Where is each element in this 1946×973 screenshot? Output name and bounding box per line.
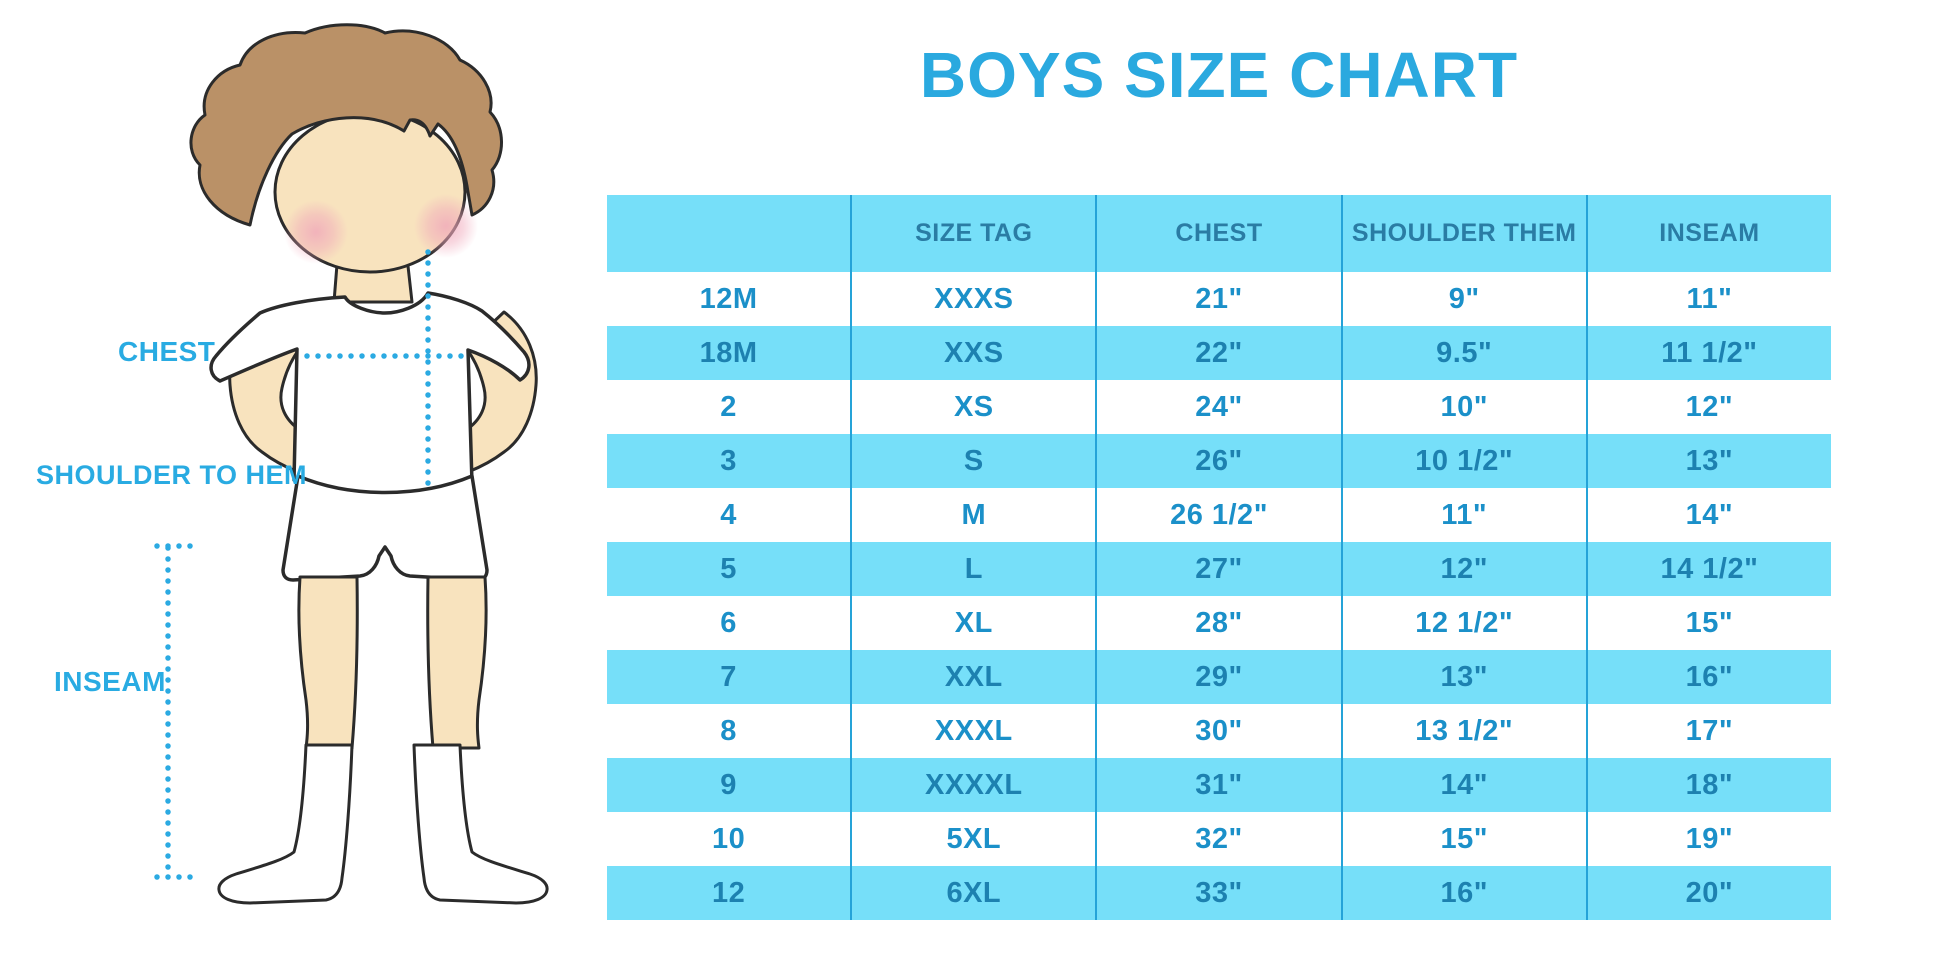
table-cell: 13" (1685, 444, 1734, 477)
table-cell: 12 1/2" (1343, 596, 1588, 650)
table-cell: 31" (1097, 758, 1343, 812)
table-row: 18M XXS 22" 9.5" 11 1/2" (607, 326, 1831, 380)
table-cell: 15" (1685, 606, 1734, 639)
chest-label: CHEST (118, 336, 216, 367)
table-cell: 22" (1097, 326, 1343, 380)
table-cell: 12M (607, 272, 853, 326)
page-title: BOYS SIZE CHART (919, 39, 1519, 111)
hair (189, 23, 503, 227)
table-cell: 15" (1343, 812, 1588, 866)
table-row: 9 XXXXL 31" 14" 18" (607, 758, 1831, 812)
header-cell-inseam: INSEAM (1659, 219, 1760, 247)
table-cell: L (852, 542, 1098, 596)
table-cell: 26" (1097, 434, 1343, 488)
table-cell: 11 1/2" (1661, 336, 1758, 369)
table-cell: 20" (1685, 876, 1734, 909)
table-row: 8 XXXL 30" 13 1/2" 17" (607, 704, 1831, 758)
table-cell: 33" (1097, 866, 1343, 920)
table-cell: 14 1/2" (1660, 552, 1759, 585)
table-cell: 11" (1343, 488, 1588, 542)
table-cell: XXS (852, 326, 1098, 380)
table-row: 12M XXXS 21" 9" 11" (607, 272, 1831, 326)
table-cell: 32" (1097, 812, 1343, 866)
table-cell: 12" (1685, 390, 1734, 423)
table-row: 10 5XL 32" 15" 19" (607, 812, 1831, 866)
table-cell: 5 (607, 542, 853, 596)
table-cell: 9 (607, 758, 853, 812)
table-body: 12M XXXS 21" 9" 11" 18M XXS 22" 9.5" 11 1/2" 2 XS 24… (607, 272, 1831, 920)
table-cell: 30" (1097, 704, 1343, 758)
boy-measurement-illustration (154, 23, 549, 905)
table-cell: XXXXL (852, 758, 1098, 812)
table-cell: 3 (607, 434, 853, 488)
header-cell-size (607, 195, 853, 272)
table-cell: 27" (1097, 542, 1343, 596)
table-cell: 9" (1343, 272, 1588, 326)
table-cell: XXXS (852, 272, 1098, 326)
table-cell: 4 (607, 488, 853, 542)
shoulder-to-hem-label: SHOULDER TO HEM (36, 460, 308, 490)
table-cell: 28" (1097, 596, 1343, 650)
table-cell: 2 (607, 380, 853, 434)
table-cell: 19" (1685, 822, 1734, 855)
table-cell: 10 (607, 812, 853, 866)
table-cell: XL (852, 596, 1098, 650)
table-cell: 29" (1097, 650, 1343, 704)
socks (217, 743, 549, 905)
table-cell: 14" (1685, 498, 1734, 531)
table-cell: XXL (852, 650, 1098, 704)
inseam-label: INSEAM (54, 666, 166, 697)
table-cell: 7 (607, 650, 853, 704)
table-cell: 5XL (852, 812, 1098, 866)
table-cell: 10 1/2" (1343, 434, 1588, 488)
size-table: SIZE TAG CHEST SHOULDER THEM INSEAM 12M X… (607, 195, 1831, 920)
header-cell-size-tag: SIZE TAG (852, 195, 1098, 272)
legs (297, 575, 488, 750)
table-cell: 12" (1343, 542, 1588, 596)
header-cell-chest: CHEST (1097, 195, 1343, 272)
table-cell: 11" (1686, 282, 1733, 315)
table-cell: 10" (1343, 380, 1588, 434)
table-cell: XS (852, 380, 1098, 434)
table-row: 7 XXL 29" 13" 16" (607, 650, 1831, 704)
table-row: 3 S 26" 10 1/2" 13" (607, 434, 1831, 488)
table-cell: 16" (1343, 866, 1588, 920)
table-cell: 26 1/2" (1097, 488, 1343, 542)
table-cell: S (852, 434, 1098, 488)
cheek-left (284, 200, 348, 264)
header-cell-shoulder-them: SHOULDER THEM (1343, 195, 1588, 272)
table-cell: 24" (1097, 380, 1343, 434)
table-cell: 14" (1343, 758, 1588, 812)
table-cell: 18M (607, 326, 853, 380)
table-cell: 17" (1685, 714, 1734, 747)
table-cell: M (852, 488, 1098, 542)
table-cell: 8 (607, 704, 853, 758)
table-row: 4 M 26 1/2" 11" 14" (607, 488, 1831, 542)
table-cell: 21" (1097, 272, 1343, 326)
table-row: 2 XS 24" 10" 12" (607, 380, 1831, 434)
table-cell: 12 (607, 866, 853, 920)
table-cell: 16" (1685, 660, 1734, 693)
table-cell: XXXL (852, 704, 1098, 758)
table-cell: 13 1/2" (1343, 704, 1588, 758)
table-row: 5 L 27" 12" 14 1/2" (607, 542, 1831, 596)
table-row: 6 XL 28" 12 1/2" 15" (607, 596, 1831, 650)
shorts (281, 474, 489, 582)
table-cell: 6XL (852, 866, 1098, 920)
table-cell: 9.5" (1343, 326, 1588, 380)
table-row: 12 6XL 33" 16" 20" (607, 866, 1831, 920)
table-header-row: SIZE TAG CHEST SHOULDER THEM INSEAM (607, 195, 1831, 272)
table-cell: 18" (1685, 768, 1734, 801)
table-cell: 6 (607, 596, 853, 650)
cheek-right (414, 194, 478, 258)
table-cell: 13" (1343, 650, 1588, 704)
